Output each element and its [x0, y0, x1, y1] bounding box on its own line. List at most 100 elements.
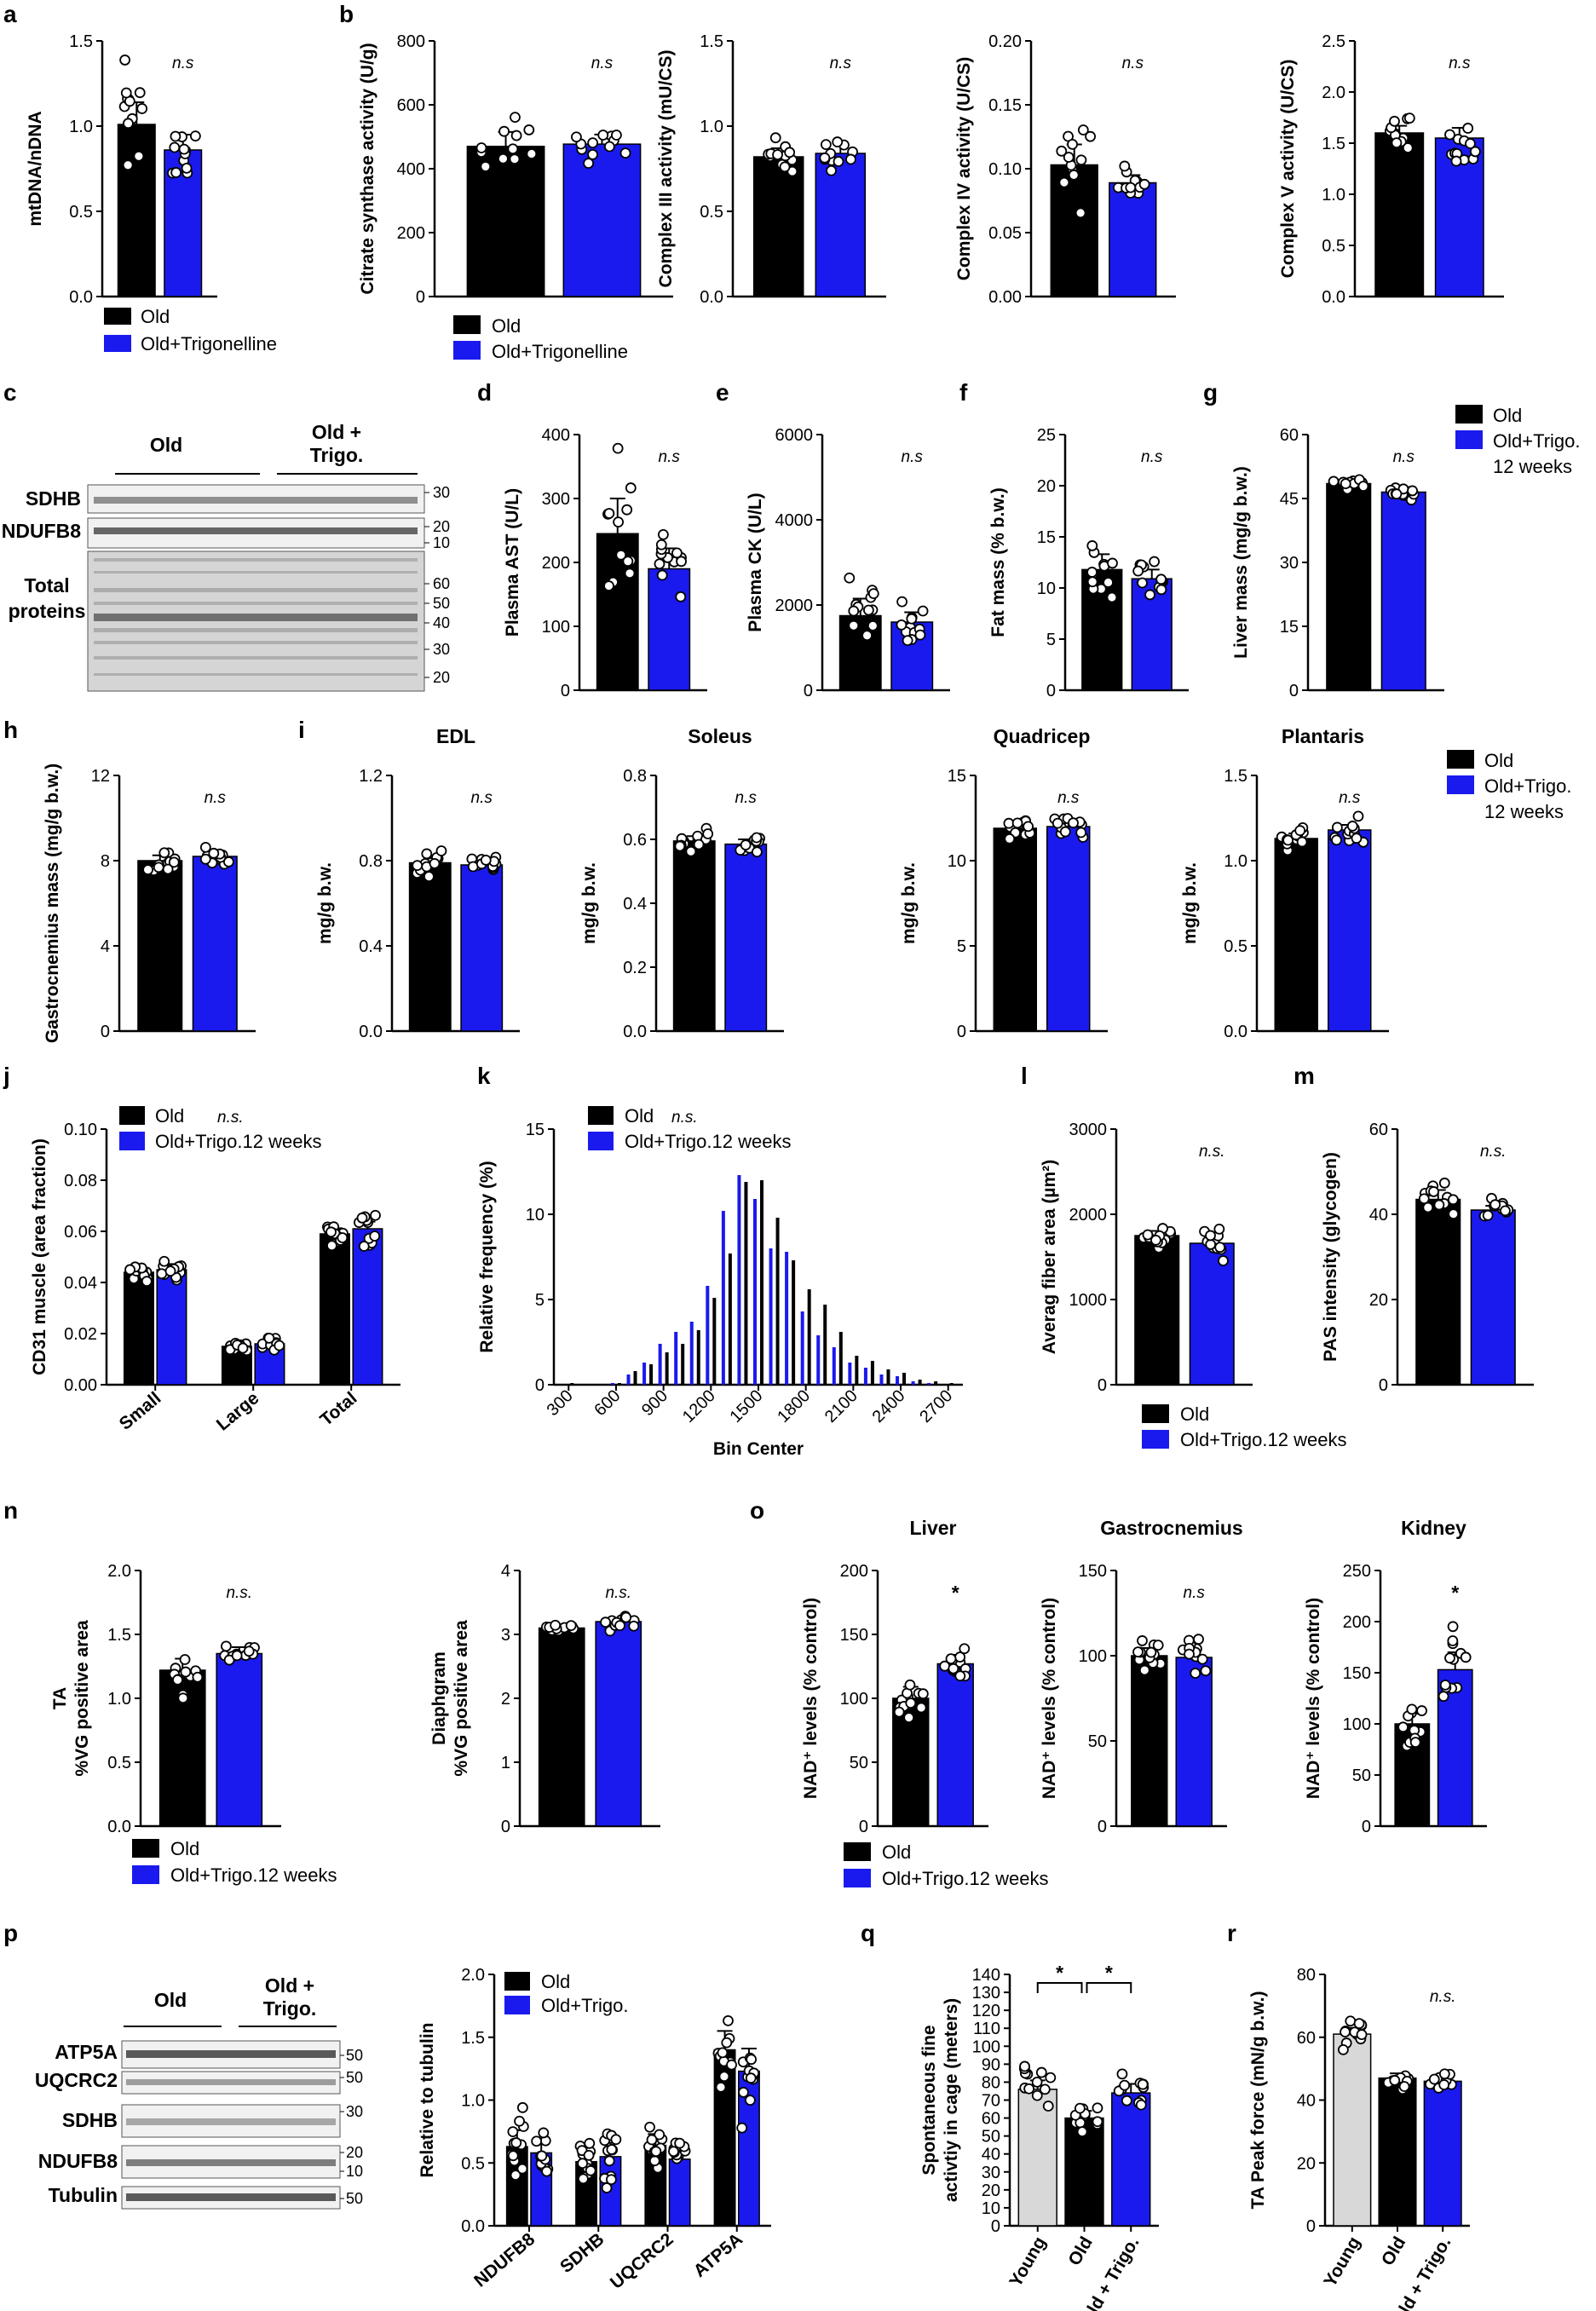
- y-tick-label: 1.5: [1224, 767, 1247, 786]
- data-point: [1138, 178, 1150, 190]
- hist-bar: [689, 1322, 694, 1385]
- legend-swatch-old: [844, 1842, 871, 1861]
- y-tick-label: 0: [804, 682, 813, 700]
- y-tick-label: 80: [1297, 1966, 1316, 1985]
- y-tick-label: 100: [840, 1690, 868, 1709]
- chart-n2: 0 1 2 3 4 Diaphgram %VG positive area n.s.: [429, 1562, 660, 1836]
- significance-marker: *: [952, 1582, 959, 1604]
- data-point: [597, 130, 609, 141]
- hist-bar: [902, 1373, 907, 1385]
- blot-p-group-trigo: Trigo.: [263, 1997, 317, 2020]
- bar-trigo: [1109, 182, 1157, 297]
- x-tick-label: Young: [1005, 2233, 1050, 2291]
- data-point: [170, 130, 181, 142]
- blot-p-band-ndufb8: [126, 2159, 336, 2166]
- bar-old: [1326, 482, 1372, 691]
- y-axis-label: mg/g b.w.: [579, 862, 599, 944]
- bar-trigo: [815, 153, 867, 297]
- y-tick-label: 0: [101, 1023, 110, 1041]
- data-point: [844, 572, 856, 584]
- data-point: [1056, 145, 1068, 157]
- data-point: [541, 2165, 553, 2177]
- data-point: [583, 158, 595, 170]
- data-point: [1353, 2018, 1365, 2030]
- data-point: [601, 2182, 613, 2193]
- bar-trigo: [1470, 1209, 1516, 1386]
- panel-letter-j: j: [3, 1063, 10, 1089]
- data-point: [1092, 2116, 1103, 2128]
- data-point: [510, 2137, 522, 2148]
- blot-c-mw: 60: [433, 575, 450, 592]
- data-point: [676, 556, 687, 568]
- panel-letter-k: k: [477, 1063, 491, 1089]
- data-point: [738, 2086, 749, 2098]
- y-tick-label: 25: [1037, 426, 1056, 445]
- y-tick-label: 5: [1046, 631, 1056, 649]
- ns-annotation-j: n.s.: [217, 1109, 244, 1127]
- y-tick-label: 250: [1343, 1562, 1371, 1581]
- bar-trigo: [1111, 2092, 1151, 2227]
- data-point: [326, 1226, 337, 1238]
- y-tick-label: 0.4: [623, 895, 647, 913]
- y-tick-label: 0: [1046, 682, 1056, 700]
- y-tick-label: 1.0: [107, 1690, 131, 1709]
- legend-swatch-old: [588, 1106, 614, 1125]
- y-tick-label: 100: [1079, 1647, 1107, 1666]
- y-axis-label: Spontaneous fine: [919, 2025, 939, 2175]
- data-point: [141, 1276, 153, 1288]
- legend-label-old: Old: [882, 1841, 911, 1863]
- data-point: [1205, 1239, 1217, 1250]
- data-point: [779, 161, 791, 173]
- y-tick-label: 0: [1098, 1818, 1107, 1836]
- y-tick-label: 0.5: [700, 203, 723, 222]
- y-tick-label: 2000: [1069, 1206, 1108, 1225]
- blot-c-label-sdhb: SDHB: [26, 487, 81, 510]
- y-tick-label: 60: [1280, 426, 1299, 445]
- data-point: [648, 2155, 660, 2167]
- y-tick-label: 0.00: [988, 288, 1022, 307]
- data-point: [600, 1617, 611, 1628]
- legend-swatch-trigo: [132, 1865, 159, 1884]
- legend-swatch-trigo: [504, 1996, 530, 2014]
- data-point: [172, 1674, 183, 1686]
- data-point: [1447, 1621, 1459, 1633]
- y-tick-label: 60: [1369, 1121, 1388, 1139]
- data-point: [1218, 1255, 1229, 1266]
- y-tick-label: 10: [526, 1206, 544, 1225]
- data-point: [1107, 557, 1118, 569]
- y-axis-label: mg/g b.w.: [1180, 862, 1200, 944]
- data-point: [158, 1255, 170, 1267]
- panel-letter-q: q: [861, 1920, 875, 1946]
- data-point: [122, 159, 134, 171]
- blot-p-band-sdhb: [126, 2118, 336, 2125]
- ns-annotation: n.s.: [1199, 1143, 1225, 1161]
- data-point: [826, 164, 837, 176]
- legend-label-old: Old: [541, 1971, 570, 1992]
- data-point: [274, 1340, 285, 1351]
- data-point: [168, 856, 180, 868]
- y-tick-label: 2: [501, 1690, 510, 1709]
- ns-annotation: n.s: [1122, 55, 1144, 72]
- panel-letter-g: g: [1203, 379, 1218, 406]
- y-tick-label: 0.20: [988, 32, 1022, 51]
- hist-bar: [610, 1383, 614, 1385]
- data-point: [655, 539, 667, 550]
- chart-i1: 0.0 0.4 0.8 1.2 mg/g b.w. EDL n.s: [315, 725, 520, 1041]
- hist-bar: [706, 1286, 710, 1385]
- y-tick-label: 15: [1280, 618, 1299, 637]
- data-point: [133, 150, 145, 162]
- blot-c-group-trigo: Old +: [312, 421, 361, 443]
- legend-label-old: Old: [1484, 750, 1513, 771]
- y-tick-label: 0: [1306, 2217, 1316, 2236]
- legend-label-old: Old: [492, 315, 521, 337]
- blot-c-label-total: Total: [24, 574, 69, 596]
- data-point: [646, 2134, 658, 2146]
- chart-o3: 0 50 100 150 200 250 NAD⁺ levels (% control) Ki…: [1304, 1517, 1487, 1836]
- data-point: [896, 619, 907, 631]
- legend-k: Old n.s. Old+Trigo.12 weeks: [588, 1105, 791, 1152]
- y-tick-label: 8: [101, 852, 110, 871]
- y-tick-label: 20: [982, 2181, 1000, 2200]
- y-axis-label: TA Peak force (mN/g b.w.): [1248, 1991, 1268, 2210]
- hist-bar: [800, 1311, 804, 1385]
- hist-bar: [949, 1383, 954, 1385]
